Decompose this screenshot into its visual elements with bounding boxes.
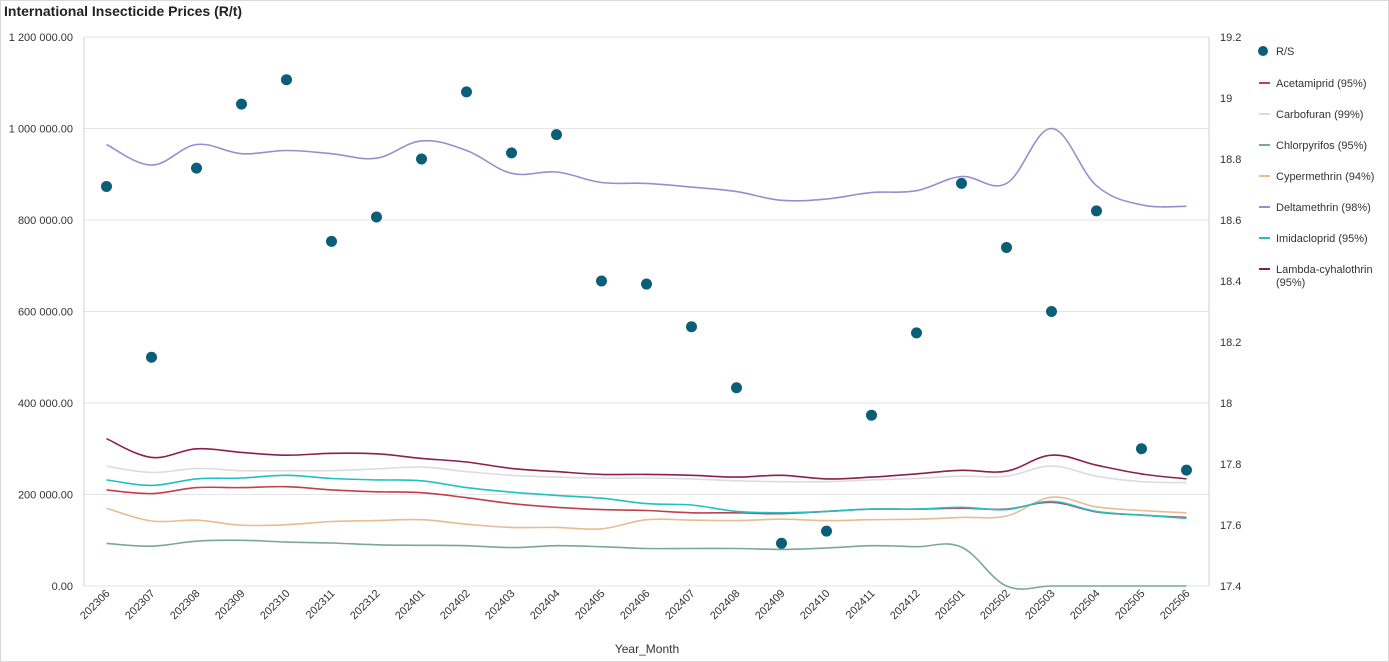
x-tick-label: 202402 xyxy=(438,588,472,622)
rs-point xyxy=(776,537,787,549)
x-tick-label: 202506 xyxy=(1158,588,1192,622)
rs-point xyxy=(1091,205,1102,217)
line-lambda-cyhalothrin-95 xyxy=(106,437,1187,480)
right-y-tick-label: 18.4 xyxy=(1220,276,1241,288)
x-axis-title: Year_Month xyxy=(615,642,679,656)
left-y-tick-label: 0.00 xyxy=(52,581,73,593)
left-y-axis: 0.00 200 000.00 400 000.00 600 000.00 800 00… xyxy=(9,32,73,593)
rs-point xyxy=(1181,464,1192,476)
rs-point xyxy=(326,235,337,247)
x-tick-label: 202306 xyxy=(78,588,112,622)
right-y-axis: 17.4 17.6 17.8 18 18.2 18.4 18.6 18.8 19 19.2 xyxy=(1220,32,1241,593)
chart-title: International Insecticide Prices (R/t) xyxy=(4,3,243,19)
left-y-tick-label: 1 200 000.00 xyxy=(9,32,73,44)
legend-label-rs: R/S xyxy=(1276,46,1294,58)
rs-point xyxy=(731,382,742,394)
left-y-tick-label: 800 000.00 xyxy=(18,215,73,227)
right-y-tick-label: 19.2 xyxy=(1220,32,1241,44)
line-deltamethrin-98 xyxy=(106,127,1187,208)
legend-label-lambda-cyhalothrin-95: Lambda-cyhalothrin (95%) xyxy=(1276,264,1373,289)
x-tick-label: 202403 xyxy=(483,588,517,622)
rs-point xyxy=(686,321,697,333)
x-tick-label: 202501 xyxy=(933,588,967,622)
legend-label-cypermethrin-94: Cypermethrin (94%) xyxy=(1276,171,1374,183)
x-tick-label: 202407 xyxy=(663,588,697,622)
rs-point xyxy=(956,177,967,189)
x-tick-label: 202408 xyxy=(708,588,742,622)
x-tick-label: 202312 xyxy=(348,588,382,622)
right-y-tick-label: 18 xyxy=(1220,398,1232,410)
legend: R/S Acetamiprid (95%) Carbofuran (99%) Chlo… xyxy=(1258,46,1374,289)
rs-point xyxy=(416,153,427,165)
right-y-tick-label: 18.6 xyxy=(1220,215,1241,227)
x-tick-label: 202412 xyxy=(888,588,922,622)
line-acetamiprid-95 xyxy=(106,485,1187,519)
x-tick-label: 202406 xyxy=(618,588,652,622)
left-y-tick-label: 1 000 000.00 xyxy=(9,124,73,136)
rs-point xyxy=(1046,306,1057,317)
line-carbofuran-99 xyxy=(106,465,1187,484)
series-lines xyxy=(106,127,1187,590)
x-tick-label: 202505 xyxy=(1113,588,1147,622)
rs-point xyxy=(1001,241,1012,253)
x-tick-label: 202502 xyxy=(978,588,1012,622)
x-axis: 202306 202307 202308 202309 202310 202311 2023… xyxy=(78,588,1192,622)
rs-point xyxy=(551,129,562,141)
x-tick-label: 202311 xyxy=(304,588,338,622)
x-tick-label: 202401 xyxy=(393,588,427,622)
left-y-tick-label: 200 000.00 xyxy=(18,490,73,502)
x-tick-label: 202410 xyxy=(798,588,832,622)
x-tick-label: 202411 xyxy=(844,588,878,622)
x-tick-label: 202405 xyxy=(573,588,607,622)
rs-point xyxy=(866,409,877,421)
x-tick-label: 202404 xyxy=(528,588,562,622)
rs-point xyxy=(821,525,832,537)
rs-point xyxy=(596,275,607,287)
x-tick-label: 202409 xyxy=(753,588,787,622)
x-tick-label: 202309 xyxy=(213,588,247,622)
line-chlorpyrifos-95 xyxy=(106,539,1187,590)
rs-point xyxy=(236,98,247,110)
right-y-tick-label: 17.8 xyxy=(1220,459,1241,471)
rs-point xyxy=(281,74,292,86)
legend-label-acetamiprid-95: Acetamiprid (95%) xyxy=(1276,78,1366,90)
rs-point xyxy=(371,211,382,223)
right-y-tick-label: 19 xyxy=(1220,93,1232,105)
rs-point xyxy=(461,86,472,98)
left-y-tick-label: 400 000.00 xyxy=(18,398,73,410)
left-y-tick-label: 600 000.00 xyxy=(18,307,73,319)
legend-label-chlorpyrifos-95: Chlorpyrifos (95%) xyxy=(1276,140,1367,152)
rs-point xyxy=(101,180,112,192)
right-y-tick-label: 17.6 xyxy=(1220,520,1241,532)
line-cypermethrin-94 xyxy=(106,496,1187,531)
rs-point xyxy=(506,147,517,159)
right-y-tick-label: 18.8 xyxy=(1220,154,1241,166)
line-imidacloprid-95 xyxy=(106,474,1187,520)
legend-marker-rs xyxy=(1258,46,1268,56)
x-tick-label: 202504 xyxy=(1068,588,1102,622)
legend-label-deltamethrin-98: Deltamethrin (98%) xyxy=(1276,202,1371,214)
x-tick-label: 202310 xyxy=(258,588,292,622)
right-y-tick-label: 17.4 xyxy=(1220,581,1241,593)
rs-point xyxy=(146,351,157,363)
scatter-points xyxy=(101,74,1192,549)
x-tick-label: 202503 xyxy=(1023,588,1057,622)
legend-label-imidacloprid-95: Imidacloprid (95%) xyxy=(1276,233,1368,245)
right-y-tick-label: 18.2 xyxy=(1220,337,1241,349)
legend-label-carbofuran-99: Carbofuran (99%) xyxy=(1276,109,1363,121)
x-tick-label: 202308 xyxy=(168,588,202,622)
rs-point xyxy=(191,162,202,174)
rs-point xyxy=(1136,443,1147,455)
rs-point xyxy=(911,327,922,339)
rs-point xyxy=(641,278,652,290)
x-tick-label: 202307 xyxy=(123,588,157,622)
grid-lines xyxy=(83,36,1210,587)
